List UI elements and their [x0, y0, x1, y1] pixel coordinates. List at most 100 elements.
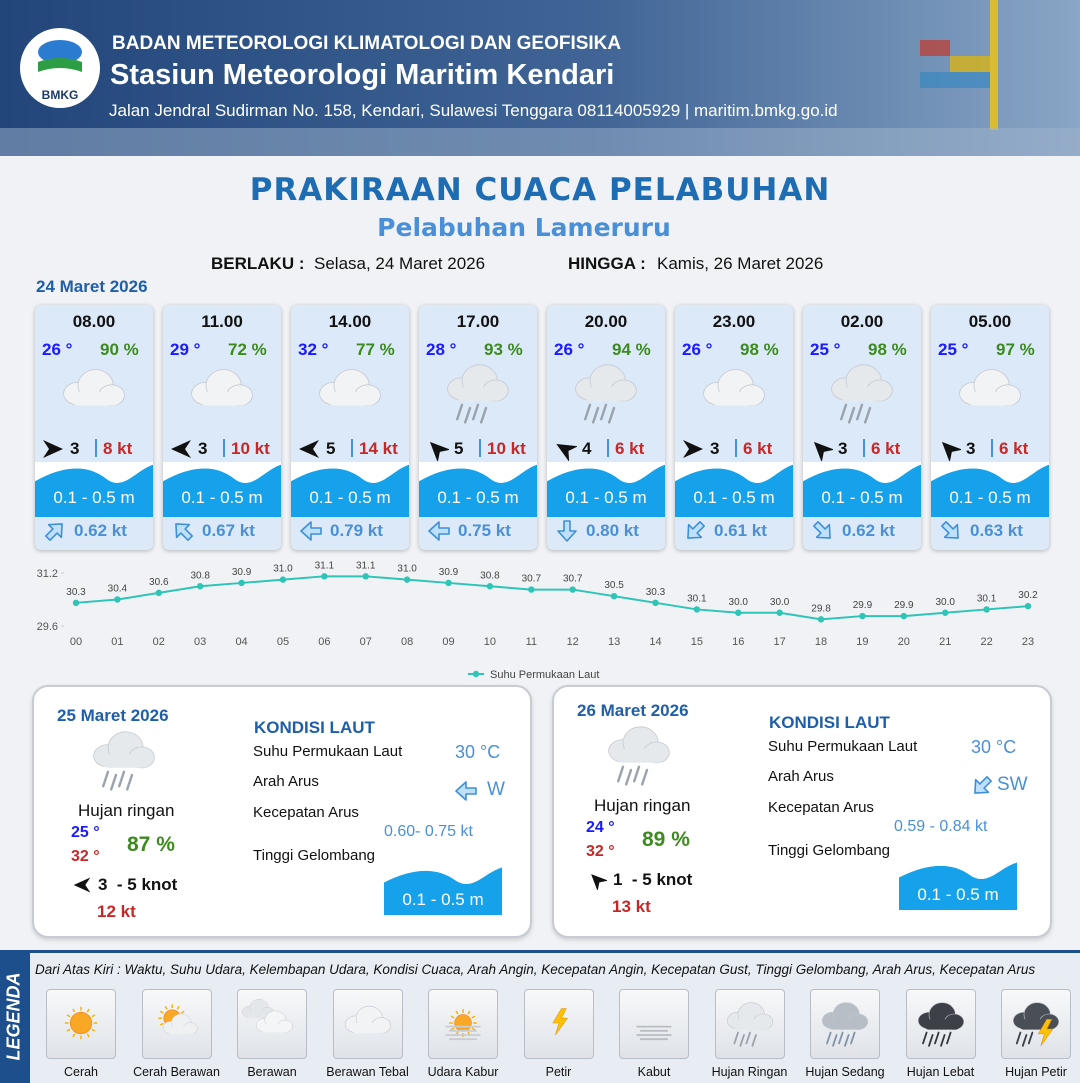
air-temperature: 28 ° — [426, 340, 457, 359]
valid-to: Kamis, 26 Maret 2026 — [657, 254, 824, 273]
icon-part — [176, 1005, 180, 1010]
wave-height: 0.1 - 0.5 m — [53, 488, 135, 507]
rain — [617, 765, 625, 783]
wind-speed: 3 — [198, 439, 208, 458]
wave — [163, 464, 281, 517]
x-tick-label: 01 — [111, 636, 123, 648]
x-tick-label: 18 — [815, 636, 827, 648]
day-temp-min: 24 ° — [586, 819, 615, 836]
sea-current-speed: 0.60- 0.75 kt — [384, 823, 473, 840]
rain — [118, 770, 126, 788]
wind-arrow — [299, 440, 319, 458]
icon-part — [556, 444, 577, 461]
sea-label: Kecepatan Arus — [768, 799, 874, 816]
current-arrow — [974, 776, 992, 794]
sst-point — [569, 586, 576, 593]
sea-label: Kecepatan Arus — [253, 804, 359, 821]
sst-value-label: 30.3 — [646, 587, 666, 598]
rain — [600, 403, 608, 421]
cloud — [831, 364, 893, 402]
forecast-time: 14.00 — [328, 312, 372, 331]
icon-part — [167, 1026, 195, 1035]
icon-part — [455, 1010, 459, 1015]
wind-arrow — [43, 440, 63, 458]
wave — [384, 867, 502, 915]
forecast-time: 17.00 — [456, 312, 500, 331]
legend-bar: LEGENDA Dari Atas Kiri : Waktu, Suhu Udar… — [0, 950, 1080, 1083]
icon-part — [199, 392, 248, 406]
icon-part — [941, 441, 961, 461]
sst-value-label: 30.8 — [480, 570, 500, 581]
rain — [939, 1034, 945, 1047]
crane — [990, 0, 998, 130]
legend-icon-box — [237, 989, 307, 1059]
legend-icon-box — [714, 989, 785, 1059]
icon-part — [687, 521, 705, 539]
valid-from: Selasa, 24 Maret 2026 — [314, 254, 486, 273]
current-speed: 0.61 kt — [714, 521, 767, 540]
forecast-time: 02.00 — [840, 312, 884, 331]
icon-part — [974, 776, 992, 794]
wave — [803, 464, 921, 517]
rain — [464, 406, 472, 424]
sst-point — [155, 589, 162, 597]
cloud — [703, 369, 765, 406]
cloud — [1012, 1002, 1060, 1030]
sea-label: Tinggi Gelombang — [253, 847, 376, 864]
icon-part — [813, 441, 833, 461]
rain — [1021, 1034, 1028, 1047]
sst-value-label: 31.1 — [356, 560, 376, 571]
current-direction — [557, 520, 577, 542]
sst-value-label: 29.9 — [853, 600, 873, 611]
sst-point — [610, 592, 618, 600]
station-name: Stasiun Meteorologi Maritim Kendari — [110, 59, 615, 91]
wave — [547, 464, 665, 517]
rain — [480, 406, 488, 424]
sea-label: Tinggi Gelombang — [768, 842, 891, 859]
air-temperature: 26 ° — [682, 340, 713, 359]
icon-part — [43, 440, 63, 458]
sst-point — [817, 616, 825, 623]
sea-label: Arah Arus — [768, 768, 834, 785]
legend-label: Hujan Sedang — [805, 1065, 885, 1079]
wave-graphic — [931, 464, 1049, 517]
air-temperature: 26 ° — [42, 340, 73, 359]
legend-icon-box — [523, 989, 594, 1059]
day-weather-icon — [608, 726, 670, 786]
wave-height: 0.1 - 0.5 m — [949, 488, 1031, 507]
legend-label: Kabut — [637, 1065, 671, 1079]
weather-icon — [319, 369, 381, 406]
sst-value-label: 29.8 — [811, 603, 831, 614]
humidity: 94 % — [612, 340, 651, 359]
icon-part — [66, 1014, 71, 1018]
x-tick-label: 21 — [939, 636, 951, 648]
legend-description: Dari Atas Kiri : Waktu, Suhu Udara, Kele… — [35, 962, 1036, 977]
x-tick-label: 11 — [526, 636, 537, 648]
day-humidity: 87 % — [127, 833, 175, 856]
sst-value-label: 31.0 — [273, 564, 293, 575]
wind-direction — [171, 440, 191, 458]
icon-part — [429, 441, 449, 461]
icon-part — [159, 1022, 164, 1026]
current-speed: 0.75 kt — [458, 521, 511, 540]
legend-icon — [636, 1025, 672, 1041]
x-tick-label: 06 — [318, 636, 330, 648]
icon-part — [69, 1011, 93, 1035]
legend-label: Berawan Tebal — [326, 1065, 409, 1079]
current-direction — [687, 521, 705, 539]
icon-part — [683, 440, 703, 458]
current-arrow — [813, 521, 831, 539]
sea-current-dir: SW — [997, 774, 1028, 795]
icon-part — [967, 392, 1016, 406]
cloud — [162, 1013, 198, 1035]
icon-part — [45, 523, 63, 541]
wave — [35, 464, 153, 517]
sst-value-label: 30.3 — [66, 587, 86, 598]
wind-speed: 3 — [70, 439, 80, 458]
current-speed: 0.62 kt — [842, 521, 895, 540]
rain — [856, 403, 864, 421]
rain — [838, 1031, 844, 1045]
sst-point — [486, 583, 494, 590]
